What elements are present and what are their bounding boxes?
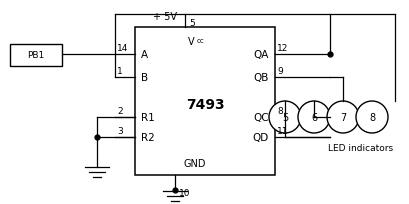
Text: A: A xyxy=(141,50,148,60)
Text: 5: 5 xyxy=(281,112,288,122)
Text: B: B xyxy=(141,73,148,83)
Text: 7: 7 xyxy=(339,112,345,122)
Text: 5: 5 xyxy=(189,19,194,28)
Bar xyxy=(135,28,274,175)
Text: cc: cc xyxy=(196,38,204,44)
Text: GND: GND xyxy=(184,158,206,168)
Text: PB1: PB1 xyxy=(27,51,45,60)
Text: 10: 10 xyxy=(179,188,190,197)
Text: 3: 3 xyxy=(117,126,122,135)
Text: 9: 9 xyxy=(276,67,282,76)
Text: QA: QA xyxy=(253,50,268,60)
Bar xyxy=(10,45,62,67)
Text: 12: 12 xyxy=(276,44,288,53)
Circle shape xyxy=(297,102,329,133)
Text: R1: R1 xyxy=(141,112,154,122)
Text: R2: R2 xyxy=(141,132,154,142)
Text: 8: 8 xyxy=(276,106,282,115)
Text: QC: QC xyxy=(253,112,268,122)
Circle shape xyxy=(355,102,387,133)
Text: 8: 8 xyxy=(368,112,374,122)
Text: 1: 1 xyxy=(117,67,122,76)
Text: 11: 11 xyxy=(276,126,288,135)
Circle shape xyxy=(326,102,358,133)
Text: 2: 2 xyxy=(117,106,122,115)
Text: LED indicators: LED indicators xyxy=(327,143,392,152)
Text: V: V xyxy=(188,37,194,47)
Text: QD: QD xyxy=(252,132,268,142)
Text: + 5V: + 5V xyxy=(153,12,177,22)
Text: QB: QB xyxy=(253,73,268,83)
Circle shape xyxy=(268,102,300,133)
Text: 7493: 7493 xyxy=(185,98,224,111)
Text: 6: 6 xyxy=(310,112,316,122)
Text: 14: 14 xyxy=(117,44,128,53)
